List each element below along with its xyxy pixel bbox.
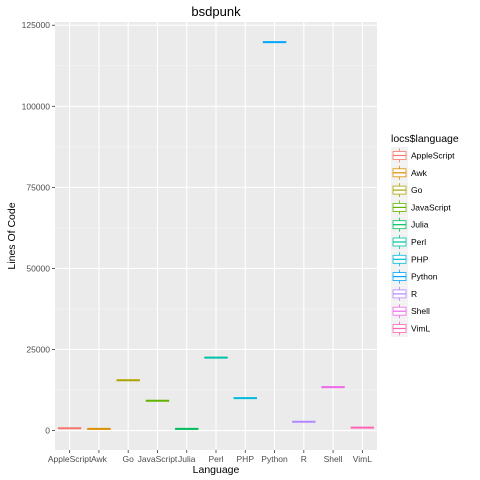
y-axis-ticks: 0 25000 50000 75000 100000 125000 — [22, 20, 55, 436]
y-tick-label: 50000 — [26, 263, 50, 273]
x-tick-label: R — [301, 454, 307, 464]
y-tick-label: 100000 — [22, 101, 51, 111]
legend-label: Awk — [411, 168, 428, 178]
legend-label: JavaScript — [411, 202, 451, 212]
x-tick-label: VimL — [353, 454, 372, 464]
x-tick-label: PHP — [237, 454, 255, 464]
y-tick-label: 0 — [45, 426, 50, 436]
legend-label: R — [411, 289, 417, 299]
x-tick-label: AppleScript — [48, 454, 92, 464]
y-axis-title: Lines Of Code — [6, 202, 18, 269]
x-tick-label: Shell — [324, 454, 343, 464]
x-axis-ticks: AppleScript Awk Go JavaScript Julia Perl PHP Py… — [48, 450, 372, 464]
legend-label: Julia — [411, 220, 429, 230]
x-tick-label: Julia — [178, 454, 196, 464]
box-group — [57, 41, 375, 430]
x-tick-label: JavaScript — [138, 454, 178, 464]
legend-label: Shell — [411, 306, 430, 316]
legend-label: Perl — [411, 237, 426, 247]
y-tick-label: 125000 — [22, 20, 51, 30]
grid-major — [55, 22, 377, 450]
legend: locs$language AppleScript Awk Go JavaScript… — [391, 133, 459, 337]
y-tick-label: 75000 — [26, 182, 50, 192]
legend-label: VimL — [411, 324, 430, 334]
legend-label: AppleScript — [411, 151, 455, 161]
chart-title: bsdpunk — [191, 4, 241, 19]
legend-title: locs$language — [391, 133, 459, 145]
y-tick-label: 25000 — [26, 344, 50, 354]
x-tick-label: Perl — [208, 454, 223, 464]
x-tick-label: Go — [123, 454, 135, 464]
x-tick-label: Python — [261, 454, 288, 464]
x-axis-title: Language — [193, 464, 240, 476]
x-tick-label: Awk — [91, 454, 108, 464]
legend-label: PHP — [411, 254, 429, 264]
legend-label: Go — [411, 185, 423, 195]
legend-items: AppleScript Awk Go JavaScript Julia Perl PHP Py… — [391, 147, 455, 337]
legend-label: Python — [411, 272, 438, 282]
